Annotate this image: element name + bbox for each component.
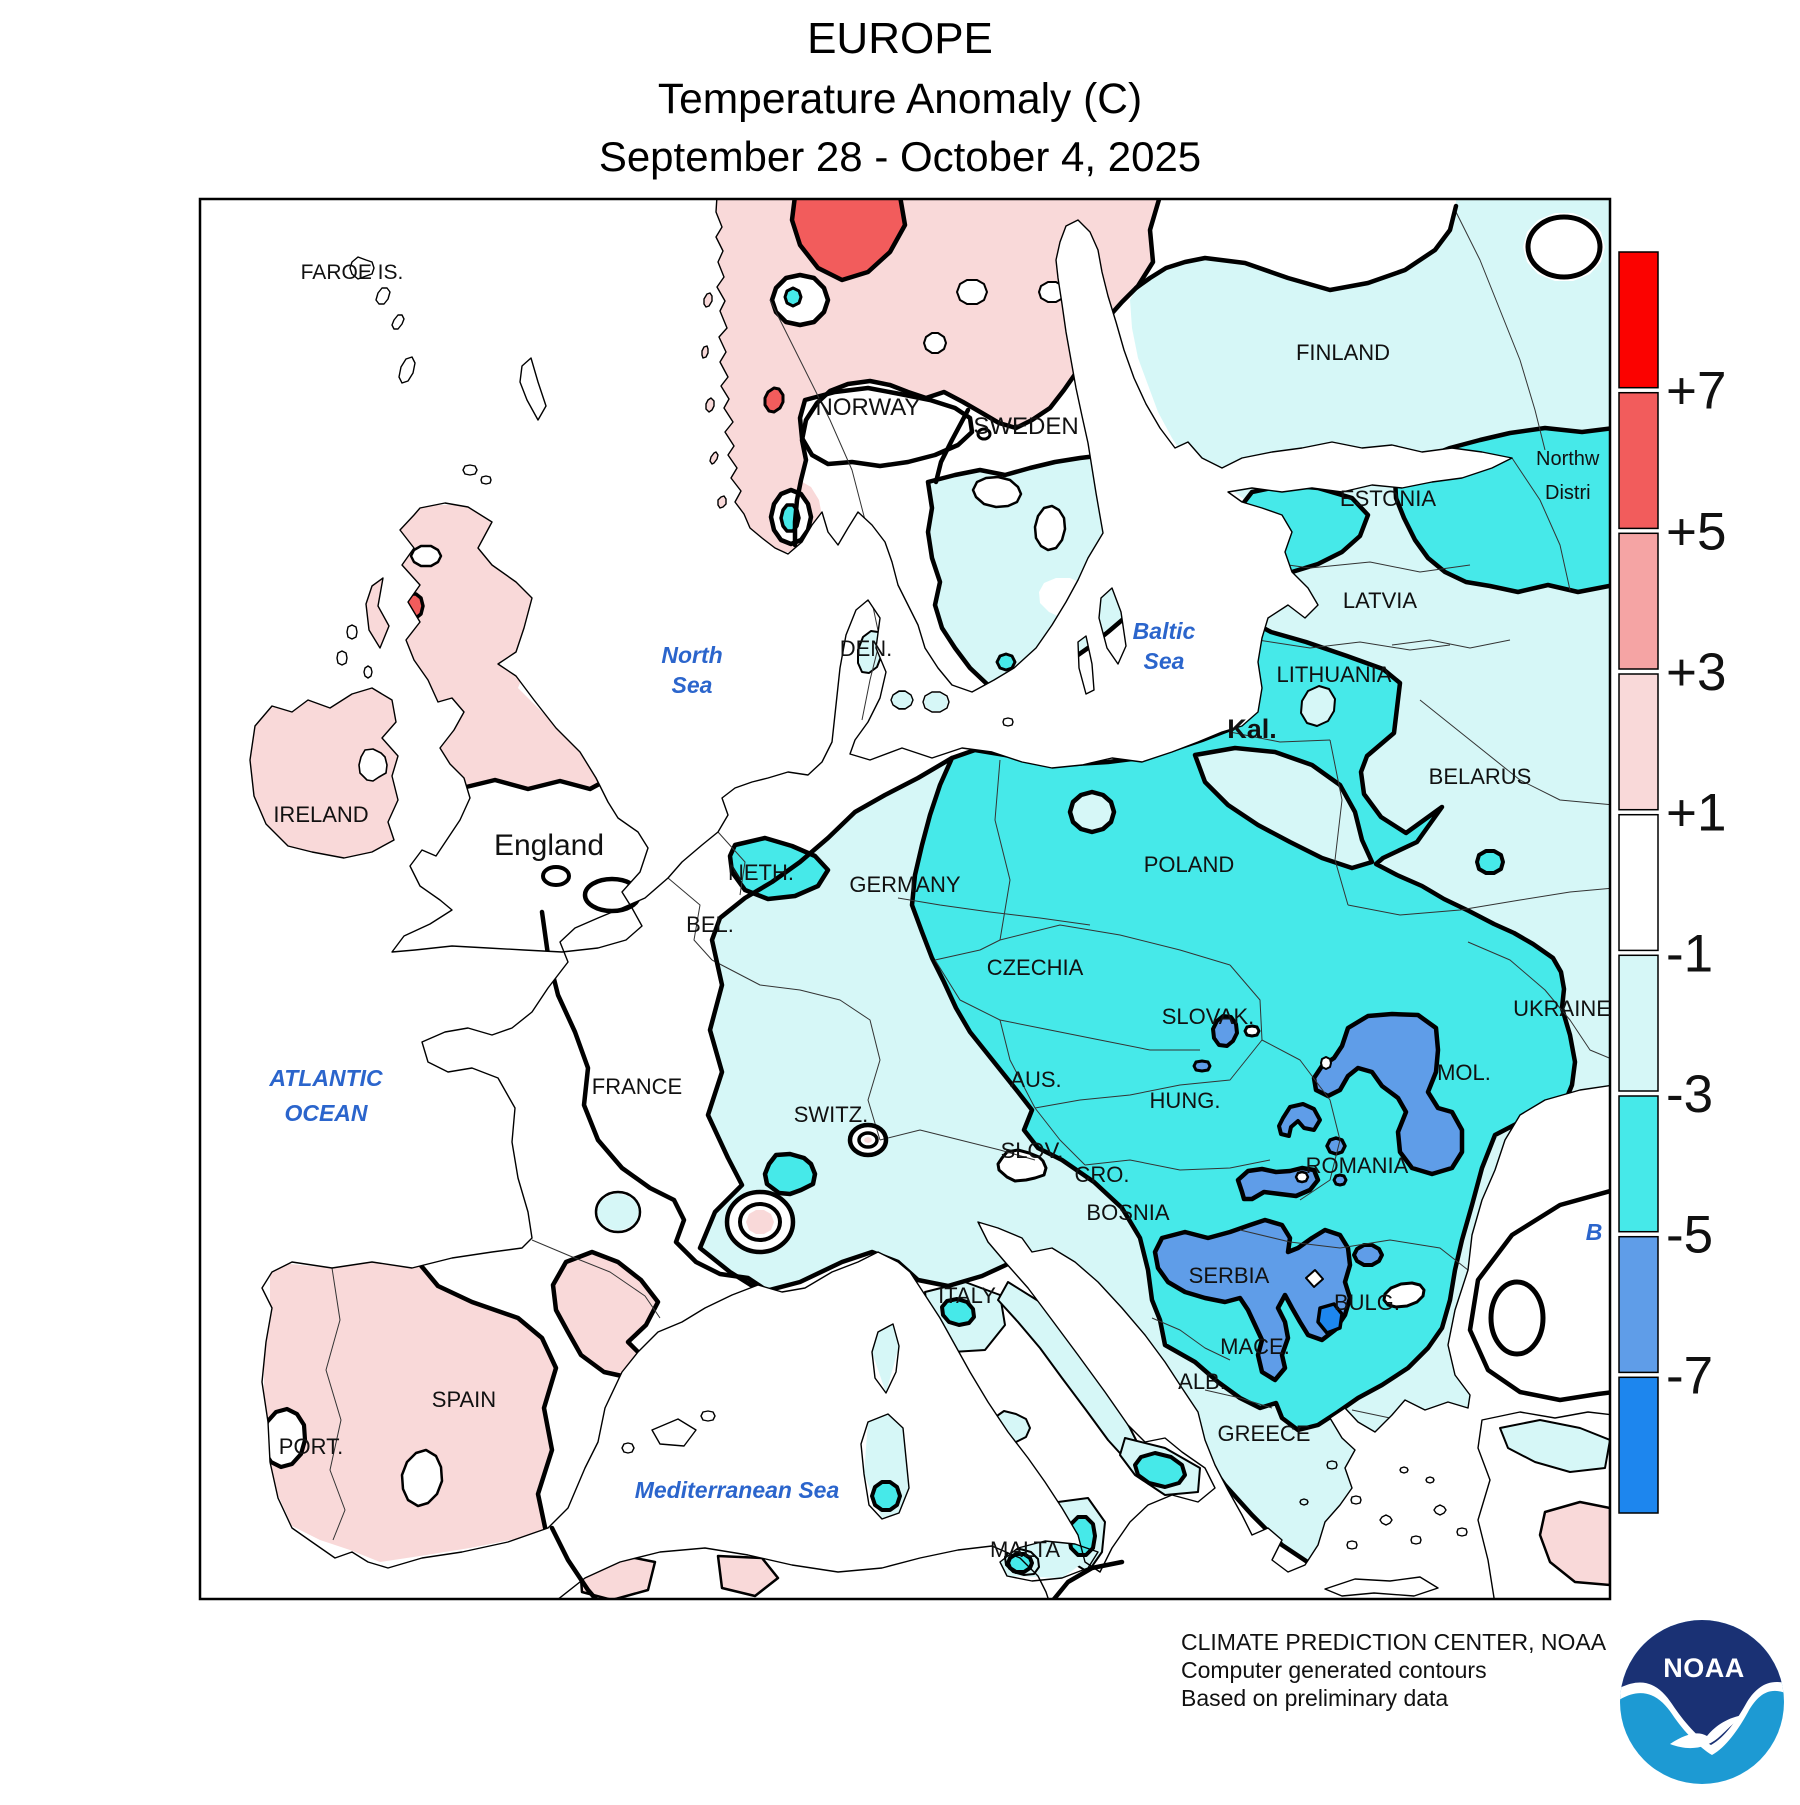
svg-text:CLIMATE PREDICTION CENTER, NOA: CLIMATE PREDICTION CENTER, NOAA [1181, 1629, 1607, 1655]
svg-text:NOAA: NOAA [1663, 1653, 1745, 1683]
svg-text:ITALY: ITALY [938, 1283, 996, 1308]
svg-text:FAROE IS.: FAROE IS. [301, 261, 404, 284]
svg-text:Temperature Anomaly (C): Temperature Anomaly (C) [658, 76, 1142, 123]
svg-text:BULG.: BULG. [1334, 1290, 1400, 1315]
svg-text:IRELAND: IRELAND [273, 802, 368, 827]
svg-text:B: B [1586, 1219, 1603, 1245]
svg-text:UKRAINE: UKRAINE [1513, 996, 1611, 1021]
svg-text:OCEAN: OCEAN [284, 1100, 367, 1126]
svg-text:MALTA: MALTA [990, 1537, 1060, 1562]
svg-text:ALB.: ALB. [1178, 1369, 1226, 1394]
svg-text:BELARUS: BELARUS [1429, 764, 1532, 789]
svg-text:ROMANIA: ROMANIA [1306, 1153, 1409, 1178]
svg-text:+7: +7 [1666, 362, 1726, 421]
svg-text:ATLANTIC: ATLANTIC [268, 1065, 383, 1091]
svg-text:SERBIA: SERBIA [1189, 1263, 1270, 1288]
svg-text:NORWAY: NORWAY [816, 394, 921, 421]
svg-text:FRANCE: FRANCE [592, 1074, 682, 1099]
svg-text:CZECHIA: CZECHIA [987, 955, 1084, 980]
svg-text:AUS.: AUS. [1010, 1067, 1061, 1092]
svg-text:-3: -3 [1666, 1065, 1713, 1124]
svg-text:-1: -1 [1666, 924, 1713, 983]
svg-text:Northw: Northw [1536, 448, 1600, 470]
svg-text:DEN.: DEN. [840, 636, 893, 661]
svg-text:+5: +5 [1666, 502, 1726, 561]
svg-text:CRO.: CRO. [1075, 1162, 1130, 1187]
svg-text:England: England [494, 829, 604, 862]
svg-text:SPAIN: SPAIN [432, 1387, 496, 1412]
svg-text:SLOV.: SLOV. [1001, 1138, 1064, 1163]
svg-text:Based on preliminary data: Based on preliminary data [1181, 1685, 1448, 1711]
svg-text:Mediterranean Sea: Mediterranean Sea [635, 1477, 840, 1503]
svg-text:MACE.: MACE. [1220, 1334, 1290, 1359]
svg-text:PORT.: PORT. [279, 1434, 343, 1459]
svg-text:LATVIA: LATVIA [1343, 588, 1418, 613]
svg-text:EUROPE: EUROPE [807, 14, 993, 63]
svg-text:SLOVAK.: SLOVAK. [1162, 1004, 1255, 1029]
svg-text:SWEDEN: SWEDEN [973, 413, 1078, 440]
svg-text:+1: +1 [1666, 784, 1726, 843]
svg-text:FINLAND: FINLAND [1296, 340, 1390, 365]
svg-text:Sea: Sea [672, 672, 713, 698]
svg-text:GERMANY: GERMANY [849, 872, 961, 897]
svg-text:Kal.: Kal. [1227, 714, 1277, 744]
svg-text:-5: -5 [1666, 1206, 1713, 1265]
svg-text:BOSNIA: BOSNIA [1086, 1200, 1169, 1225]
svg-text:+3: +3 [1666, 643, 1726, 702]
svg-text:Distri: Distri [1545, 482, 1591, 504]
svg-text:Sea: Sea [1144, 648, 1185, 674]
svg-text:Computer generated contours: Computer generated contours [1181, 1657, 1487, 1683]
svg-text:-7: -7 [1666, 1346, 1713, 1405]
svg-text:North: North [661, 642, 722, 668]
svg-text:GREECE: GREECE [1218, 1421, 1311, 1446]
svg-text:NETH.: NETH. [728, 860, 794, 885]
svg-text:POLAND: POLAND [1144, 852, 1234, 877]
svg-text:BEL.: BEL. [686, 912, 734, 937]
svg-text:HUNG.: HUNG. [1150, 1088, 1221, 1113]
svg-text:SWITZ.: SWITZ. [794, 1102, 869, 1127]
svg-text:September 28 - October 4, 2025: September 28 - October 4, 2025 [599, 133, 1201, 180]
svg-text:Baltic: Baltic [1133, 618, 1196, 644]
svg-text:LITHUANIA: LITHUANIA [1277, 662, 1392, 687]
svg-text:ESTONIA: ESTONIA [1340, 486, 1437, 511]
svg-text:MOL.: MOL. [1437, 1060, 1491, 1085]
